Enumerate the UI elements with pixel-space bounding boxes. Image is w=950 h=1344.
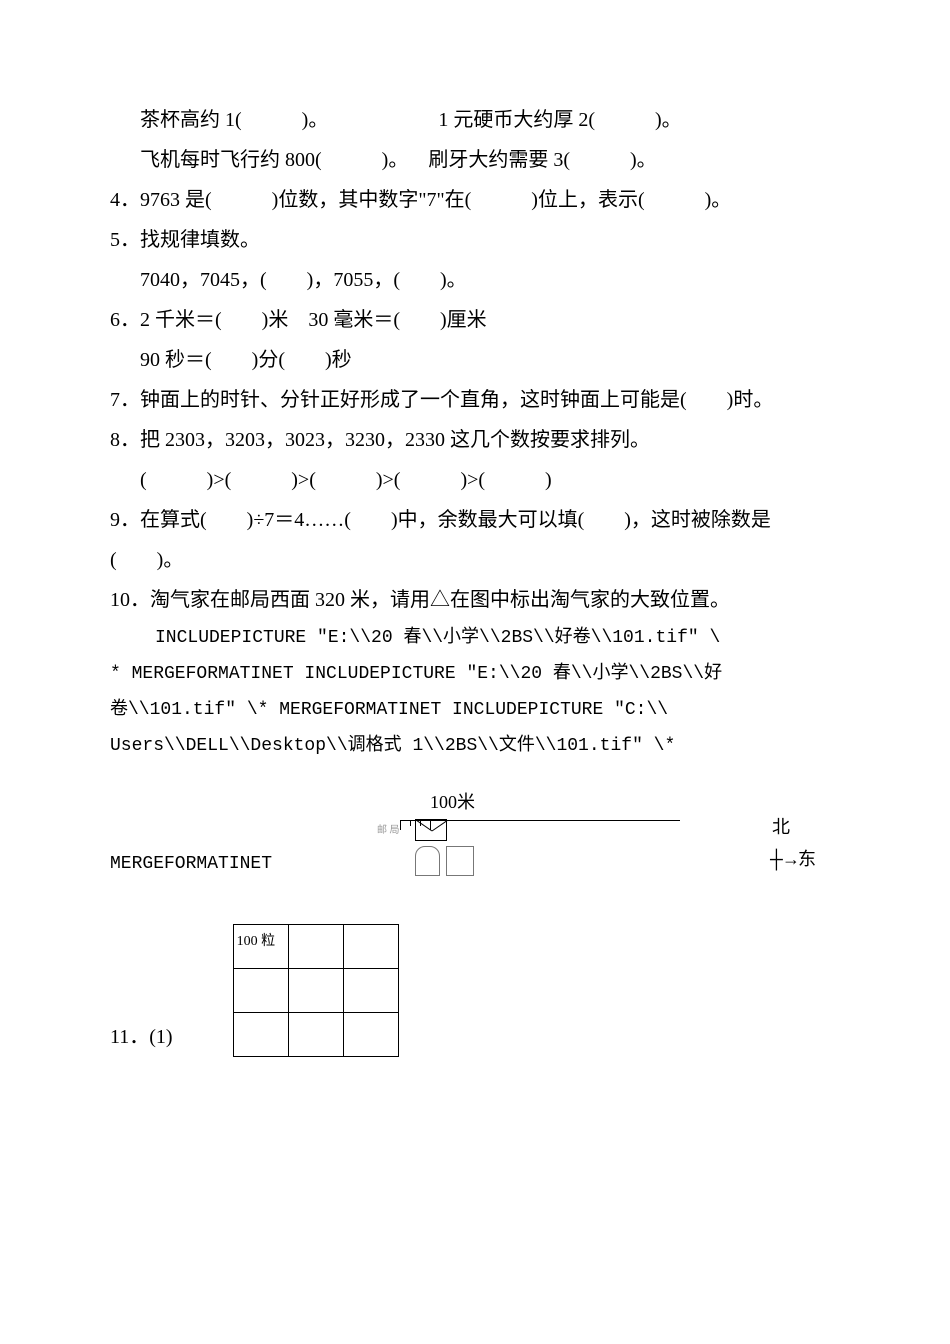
grid-cell-3-3: [343, 1013, 398, 1057]
question-4: 4．9763 是( )位数，其中数字"7"在( )位上，表示( )。: [110, 180, 840, 220]
question-3-line2: 飞机每时飞行约 800( )。刷牙大约需要 3( )。: [110, 140, 840, 180]
compass-north: 北: [772, 809, 790, 845]
question-11-label: 11．(1): [110, 1017, 173, 1057]
question-5-title: 5．找规律填数。: [110, 220, 840, 260]
compass-east: 东: [798, 841, 816, 877]
text-plane: 飞机每时飞行约 800( )。: [110, 149, 408, 171]
ruler-label: 100米: [430, 784, 680, 820]
text-coin: 1 元硬币大约厚 2( )。: [438, 109, 681, 131]
building-2: [446, 846, 474, 876]
envelope-icon: [415, 819, 447, 841]
post-label: 邮 局: [377, 821, 400, 841]
grid-cell-3-2: [288, 1013, 343, 1057]
question-11-row: 11．(1) 100 粒: [110, 894, 840, 1057]
building-1: [415, 846, 440, 876]
question-8-content: ( )>( )>( )>( )>( ): [110, 460, 840, 500]
question-3-line1: 茶杯高约 1( )。 1 元硬币大约厚 2( )。: [110, 100, 840, 140]
ruler: 100米: [400, 784, 680, 821]
compass: 北 ┼ → 东: [772, 809, 790, 865]
question-7: 7．钟面上的时针、分针正好形成了一个直角，这时钟面上可能是( )时。: [110, 380, 840, 420]
question-6-line1: 6．2 千米＝( )米 30 毫米＝( )厘米: [110, 300, 840, 340]
include-path-1: INCLUDEPICTURE "E:\\20 春\\小学\\2BS\\好卷\\1…: [110, 620, 840, 656]
grid-cell-3-1: [233, 1013, 288, 1057]
include-path-4: Users\\DELL\\Desktop\\调格式 1\\2BS\\文件\\10…: [110, 728, 840, 764]
grain-grid: 100 粒: [233, 924, 399, 1057]
question-5-content: 7040，7045，( )，7055，( )。: [110, 260, 840, 300]
map-diagram: 100米 邮 局 北 ┼ →: [110, 784, 840, 894]
include-path-3: 卷\\101.tif" \* MERGEFORMATINET INCLUDEPI…: [110, 692, 840, 728]
grid-cell-2-3: [343, 969, 398, 1013]
buildings: [415, 846, 474, 876]
question-6-line2: 90 秒＝( )分( )秒: [110, 340, 840, 380]
text-cup: 茶杯高约 1( )。: [110, 109, 328, 131]
include-path-2: * MERGEFORMATINET INCLUDEPICTURE "E:\\20…: [110, 656, 840, 692]
grid-cell-2-2: [288, 969, 343, 1013]
grid-cell-1-3: [343, 925, 398, 969]
grid-cell-1-2: [288, 925, 343, 969]
question-10: 10．淘气家在邮局西面 320 米，请用△在图中标出淘气家的大致位置。: [110, 580, 840, 620]
mergeformat-text: MERGEFORMATINET: [110, 846, 272, 882]
question-8-title: 8．把 2303，3203，3023，3230，2330 这几个数按要求排列。: [110, 420, 840, 460]
text-brush: 刷牙大约需要 3( )。: [428, 149, 656, 171]
question-9: 9．在算式( )÷7＝4……( )中，余数最大可以填( )，这时被除数是( )。: [110, 500, 840, 580]
grid-cell-1-1: 100 粒: [233, 925, 288, 969]
grid-cell-2-1: [233, 969, 288, 1013]
post-office-icon: 邮 局: [415, 819, 447, 841]
document-page: 茶杯高约 1( )。 1 元硬币大约厚 2( )。 飞机每时飞行约 800( )。…: [110, 100, 840, 1057]
